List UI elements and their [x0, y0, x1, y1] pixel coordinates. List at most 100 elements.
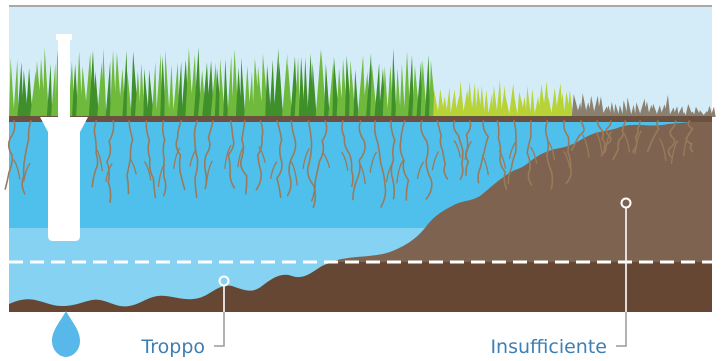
root-strand — [452, 120, 464, 180]
sprinkler-icon — [40, 34, 88, 241]
grass-blade — [450, 89, 458, 117]
grass-blade — [643, 101, 650, 117]
root-strand — [596, 120, 606, 157]
root-branch — [498, 150, 507, 169]
root-strand — [21, 120, 32, 195]
root-strand — [373, 120, 387, 208]
troppo-label: Troppo — [140, 336, 205, 358]
grass-blade — [479, 85, 485, 117]
grass-blade — [420, 59, 427, 117]
grass-blade — [630, 104, 636, 117]
grass-blade — [609, 101, 616, 117]
grass-blade — [651, 103, 659, 117]
grass-blade — [231, 49, 239, 118]
grass-blade — [72, 63, 79, 117]
root-strand — [255, 120, 264, 191]
root-strand — [507, 120, 517, 185]
root-strand — [106, 120, 115, 204]
grass-blade — [382, 65, 389, 117]
grass-blade — [273, 48, 280, 117]
grass-blade — [395, 68, 401, 117]
grass-blade — [559, 92, 565, 117]
root-branch — [258, 146, 266, 163]
water-drop-icon — [52, 311, 80, 357]
grass-blade — [21, 70, 29, 117]
grass-blade — [655, 105, 663, 117]
grass-blade — [9, 57, 15, 117]
root-branch — [322, 152, 331, 168]
root-branch — [290, 161, 298, 186]
root-branch — [582, 134, 590, 158]
root-branch — [369, 151, 377, 173]
root-branch — [157, 163, 166, 188]
grass-blade — [265, 65, 272, 117]
root-branch — [595, 131, 603, 156]
grass-blade — [93, 71, 99, 117]
root-branch — [95, 148, 103, 172]
grass-blade — [618, 104, 624, 117]
grass-blade — [706, 105, 713, 117]
root-branch — [13, 159, 21, 180]
grass-blade — [357, 55, 366, 117]
grass-blade — [710, 106, 716, 117]
grass-blade — [672, 106, 679, 117]
root-strand — [477, 120, 490, 184]
root-strand — [667, 120, 677, 158]
root-branch — [481, 154, 489, 176]
root-branch — [396, 160, 404, 184]
grass-layer — [9, 47, 716, 118]
root-strand — [239, 120, 248, 195]
grass-blade — [101, 48, 107, 117]
root-strand — [126, 120, 134, 195]
grass-blade — [286, 63, 293, 117]
grass-blade — [227, 55, 234, 117]
grass-blade — [240, 57, 246, 117]
root-branch — [604, 131, 612, 153]
grass-blade — [193, 47, 201, 117]
root-branch — [189, 148, 197, 167]
root-branch — [682, 132, 691, 157]
grass-blade — [445, 87, 451, 117]
root-strand — [306, 120, 317, 209]
grass-blade — [513, 96, 519, 117]
grass-blade — [576, 102, 582, 117]
grass-blade — [525, 86, 531, 117]
grass-blade — [529, 88, 536, 117]
root-strand — [286, 120, 297, 197]
troppo-marker — [214, 275, 230, 347]
grass-blade — [311, 62, 317, 117]
root-branch — [385, 162, 394, 183]
grass-blade — [399, 63, 405, 117]
grass-blade — [492, 85, 498, 117]
root-branch — [464, 141, 472, 160]
root-branch — [634, 130, 642, 155]
root-strand — [612, 120, 627, 160]
grass-blade — [433, 89, 440, 117]
grass-blade — [597, 96, 605, 117]
grass-blade — [160, 56, 167, 117]
root-strand — [420, 120, 433, 200]
root-branch — [129, 158, 137, 175]
root-branch — [173, 147, 181, 169]
root-strand — [145, 120, 157, 199]
grass-blade — [303, 57, 309, 117]
root-branch — [453, 140, 461, 158]
topsoil-strip — [9, 116, 712, 122]
root-branch — [205, 160, 213, 186]
root-branch — [416, 161, 425, 180]
root-strand — [227, 120, 236, 189]
grass-blade — [143, 68, 149, 117]
root-strand — [193, 120, 199, 198]
root-strand — [399, 120, 410, 201]
root-branch — [547, 141, 556, 161]
grass-blade — [168, 64, 174, 117]
grass-blade — [374, 62, 381, 117]
grass-blade — [664, 94, 671, 117]
grass-blade — [46, 63, 53, 117]
root-branch — [302, 148, 310, 170]
grass-blade — [269, 59, 276, 117]
grass-blade — [546, 96, 552, 117]
grass-blade — [328, 63, 335, 117]
insufficiente-marker — [616, 197, 632, 347]
grass-blade — [471, 82, 477, 117]
